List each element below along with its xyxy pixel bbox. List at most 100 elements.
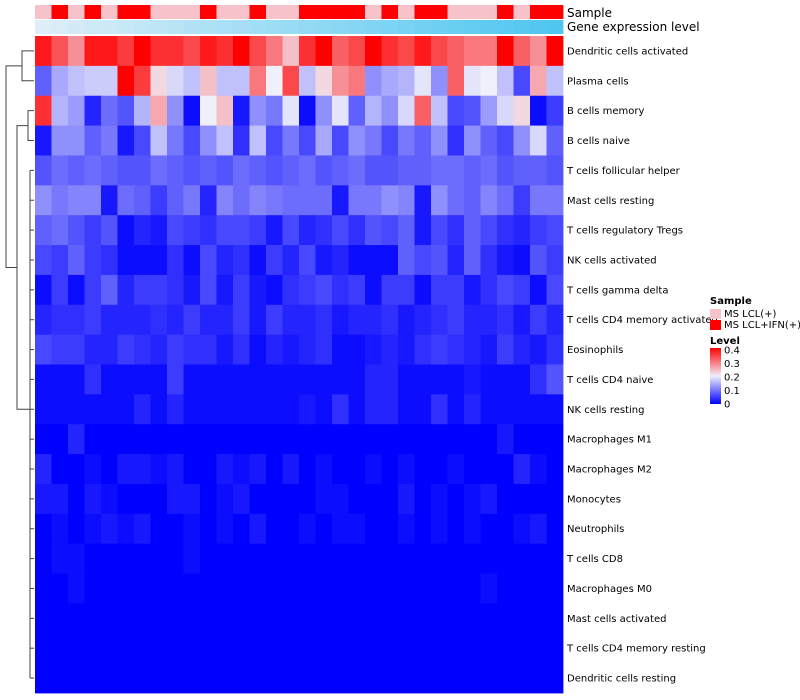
heatmap-cell <box>414 65 432 97</box>
sample-track-cell <box>381 5 399 19</box>
heatmap-cell <box>530 185 547 216</box>
heatmap-cell <box>332 125 349 156</box>
heatmap-cell <box>167 394 184 425</box>
heatmap-cell <box>398 304 415 336</box>
heatmap-cell <box>332 633 349 664</box>
heatmap-cell <box>35 573 52 604</box>
sample-track-cell <box>398 5 415 19</box>
heatmap-cell <box>513 454 531 485</box>
heatmap-cell <box>150 304 168 336</box>
heatmap-cell <box>447 364 465 395</box>
sample-track-cell <box>84 5 102 19</box>
heatmap-cell <box>282 424 300 455</box>
heatmap-cell <box>348 95 366 126</box>
heatmap-cell <box>480 245 498 276</box>
heatmap-cell <box>167 304 184 336</box>
heatmap-cell <box>101 245 118 276</box>
heatmap-cell <box>233 543 250 574</box>
heatmap-cell <box>431 185 448 216</box>
heatmap-cell <box>497 304 514 336</box>
row-label: Monocytes <box>567 494 621 505</box>
heatmap-cell <box>332 215 349 246</box>
heatmap-cell <box>348 185 366 216</box>
heatmap-cell <box>513 125 531 156</box>
heatmap-cell <box>233 125 250 156</box>
heatmap-cell <box>530 633 547 664</box>
heatmap-cell <box>200 95 217 126</box>
heatmap-cell <box>398 155 415 186</box>
expression-track-cell <box>398 20 415 34</box>
heatmap-cell <box>348 274 366 306</box>
heatmap-cell <box>266 95 283 126</box>
heatmap-cell <box>414 603 432 634</box>
heatmap-cell <box>530 274 547 306</box>
heatmap-cell <box>315 95 333 126</box>
heatmap-cell <box>266 483 283 515</box>
heatmap-cell <box>299 454 316 485</box>
heatmap-cell <box>431 125 448 156</box>
heatmap-cell <box>480 424 498 455</box>
expression-track-cell <box>299 20 316 34</box>
heatmap-cell <box>315 334 333 365</box>
heatmap-cell <box>117 65 135 97</box>
heatmap-cell <box>315 483 333 515</box>
heatmap-cell <box>282 633 300 664</box>
heatmap-cell <box>332 95 349 126</box>
heatmap-cell <box>84 215 102 246</box>
row-label: T cells CD8 <box>566 554 623 565</box>
heatmap-cell <box>68 245 85 276</box>
heatmap-cell <box>51 155 69 186</box>
heatmap-cell <box>414 543 432 574</box>
heatmap-cell <box>266 573 283 604</box>
heatmap-cell <box>497 364 514 395</box>
expression-track-cell <box>134 20 151 34</box>
heatmap-cell <box>167 155 184 186</box>
heatmap-cell <box>431 543 448 574</box>
heatmap-cell <box>117 215 135 246</box>
heatmap-cell <box>381 185 399 216</box>
heatmap-cell <box>447 334 465 365</box>
heatmap-cell <box>447 394 465 425</box>
heatmap-cell <box>216 573 234 604</box>
row-label: Macrophages M0 <box>567 584 652 595</box>
heatmap-cell <box>431 36 448 67</box>
heatmap-cell <box>299 304 316 336</box>
sample-track-cell <box>101 5 118 19</box>
heatmap-cell <box>332 573 349 604</box>
heatmap-cell <box>51 95 69 126</box>
heatmap-cell <box>381 483 399 515</box>
heatmap-cell <box>497 155 514 186</box>
heatmap-cell <box>51 454 69 485</box>
heatmap-cell <box>513 36 531 67</box>
legend-level: Level 0.4 0.3 0.2 0.1 0 <box>710 336 740 411</box>
heatmap-cell <box>249 185 267 216</box>
heatmap-cell <box>35 215 52 246</box>
heatmap-cell <box>200 185 217 216</box>
heatmap-cell <box>167 215 184 246</box>
heatmap-cell <box>282 36 300 67</box>
expression-track-cell <box>480 20 498 34</box>
sample-track-cell <box>35 5 52 19</box>
heatmap-cell <box>381 633 399 664</box>
heatmap-cell <box>249 513 267 545</box>
legend-sample-title: Sample <box>710 296 752 307</box>
heatmap-cell <box>117 364 135 395</box>
heatmap-cell <box>35 155 52 186</box>
heatmap-cell <box>480 125 498 156</box>
heatmap-cell <box>84 454 102 485</box>
heatmap-cell <box>348 483 366 515</box>
heatmap-cell <box>167 424 184 455</box>
heatmap-cell <box>365 454 382 485</box>
heatmap-cell <box>332 364 349 395</box>
heatmap-cell <box>546 36 564 67</box>
heatmap-cell <box>447 185 465 216</box>
heatmap-cell <box>530 215 547 246</box>
row-label: Dendritic cells resting <box>567 674 676 685</box>
heatmap-cell <box>117 274 135 306</box>
heatmap-cell <box>101 424 118 455</box>
heatmap-cell <box>117 603 135 634</box>
heatmap-cell <box>497 95 514 126</box>
heatmap-cell <box>480 454 498 485</box>
heatmap-cell <box>167 36 184 67</box>
heatmap-cell <box>233 394 250 425</box>
